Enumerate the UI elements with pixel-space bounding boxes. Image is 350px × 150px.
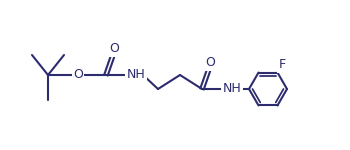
Text: NH: NH xyxy=(223,82,241,96)
Text: O: O xyxy=(109,42,119,56)
Text: O: O xyxy=(205,57,215,69)
Text: NH: NH xyxy=(127,69,145,81)
Text: O: O xyxy=(73,69,83,81)
Text: F: F xyxy=(279,58,286,71)
